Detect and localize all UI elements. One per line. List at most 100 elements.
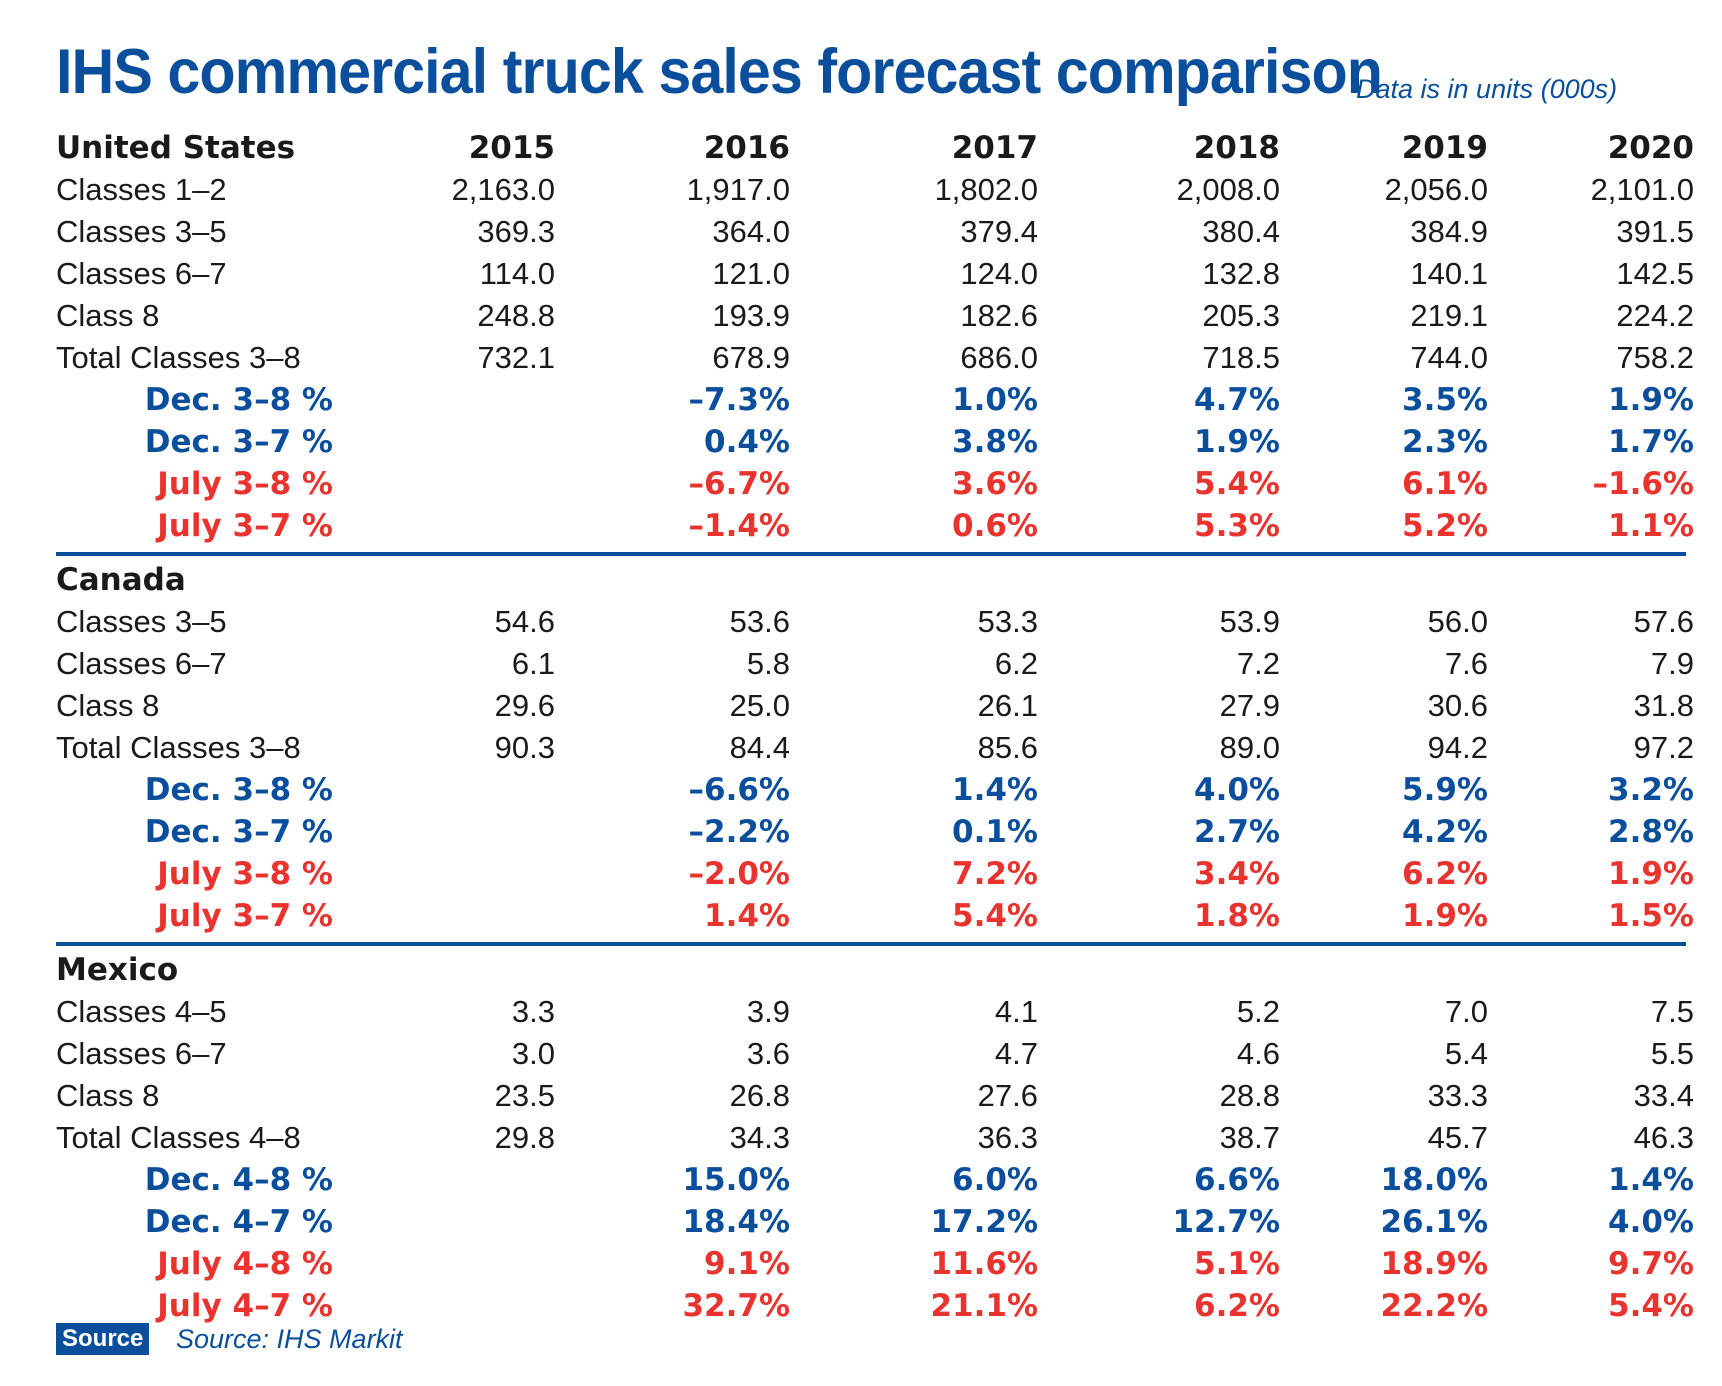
- value-cell: 36.3: [977, 1120, 1038, 1155]
- section-divider: [56, 552, 1686, 556]
- value-cell: 142.5: [1616, 256, 1694, 291]
- percent-cell: 6.0%: [952, 1162, 1038, 1198]
- percent-cell: 11.6%: [930, 1246, 1038, 1282]
- value-cell: 248.8: [477, 298, 555, 333]
- value-cell: 678.9: [712, 340, 790, 375]
- value-cell: 369.3: [477, 214, 555, 249]
- value-cell: 718.5: [1202, 340, 1280, 375]
- value-cell: 193.9: [712, 298, 790, 333]
- percent-cell: 1.5%: [1608, 898, 1694, 934]
- percent-cell: –1.4%: [688, 508, 790, 544]
- value-cell: 3.3: [511, 994, 555, 1029]
- year-header: 2018: [1193, 130, 1280, 166]
- value-cell: 7.6: [1444, 646, 1488, 681]
- value-cell: 5.8: [746, 646, 790, 681]
- value-cell: 7.5: [1650, 994, 1694, 1029]
- row-label: Classes 3–5: [56, 604, 227, 639]
- value-cell: 33.3: [1427, 1078, 1488, 1113]
- percent-cell: 5.4%: [1608, 1288, 1694, 1324]
- section-divider: [56, 942, 1686, 946]
- percent-cell: –6.6%: [688, 772, 790, 808]
- value-cell: 2,056.0: [1384, 172, 1488, 207]
- value-cell: 205.3: [1202, 298, 1280, 333]
- row-label: Total Classes 4–8: [56, 1120, 301, 1155]
- value-cell: 30.6: [1427, 688, 1488, 723]
- source-text: Source: IHS Markit: [176, 1324, 403, 1354]
- percent-cell: 1.4%: [704, 898, 790, 934]
- row-label: Classes 3–5: [56, 214, 227, 249]
- value-cell: 2,101.0: [1590, 172, 1694, 207]
- percent-cell: 6.2%: [1402, 856, 1488, 892]
- value-cell: 94.2: [1427, 730, 1488, 765]
- value-cell: 4.7: [994, 1036, 1038, 1071]
- percent-row-label: Dec. 3–7 %: [144, 424, 333, 460]
- percent-cell: 5.2%: [1402, 508, 1488, 544]
- value-cell: 54.6: [494, 604, 555, 639]
- value-cell: 732.1: [477, 340, 555, 375]
- percent-cell: 5.3%: [1194, 508, 1280, 544]
- year-header: 2015: [468, 130, 555, 166]
- value-cell: 90.3: [494, 730, 555, 765]
- value-cell: 57.6: [1633, 604, 1694, 639]
- value-cell: 758.2: [1616, 340, 1694, 375]
- percent-cell: 18.9%: [1380, 1246, 1488, 1282]
- title-row: IHS commercial truck sales forecast comp…: [56, 30, 1696, 120]
- value-cell: 391.5: [1616, 214, 1694, 249]
- percent-cell: 15.0%: [682, 1162, 790, 1198]
- row-label: Classes 4–5: [56, 994, 227, 1029]
- value-cell: 5.2: [1236, 994, 1280, 1029]
- row-label: Classes 6–7: [56, 1036, 227, 1071]
- value-cell: 182.6: [960, 298, 1038, 333]
- percent-row-label: Dec. 3–8 %: [144, 772, 333, 808]
- percent-cell: 3.5%: [1402, 382, 1488, 418]
- percent-cell: 5.9%: [1402, 772, 1488, 808]
- percent-cell: 4.0%: [1194, 772, 1280, 808]
- percent-cell: 2.7%: [1194, 814, 1280, 850]
- percent-cell: 9.1%: [704, 1246, 790, 1282]
- value-cell: 364.0: [712, 214, 790, 249]
- value-cell: 380.4: [1202, 214, 1280, 249]
- percent-row-label: July 3–7 %: [157, 508, 333, 544]
- value-cell: 34.3: [729, 1120, 790, 1155]
- value-cell: 29.8: [494, 1120, 555, 1155]
- percent-cell: 1.0%: [952, 382, 1038, 418]
- percent-cell: 3.2%: [1608, 772, 1694, 808]
- percent-cell: 0.1%: [952, 814, 1038, 850]
- value-cell: 7.2: [1236, 646, 1280, 681]
- row-label: Total Classes 3–8: [56, 730, 301, 765]
- year-header: 2019: [1401, 130, 1488, 166]
- row-label: Total Classes 3–8: [56, 340, 301, 375]
- value-cell: 53.3: [977, 604, 1038, 639]
- value-cell: 384.9: [1410, 214, 1488, 249]
- percent-row-label: Dec. 4–7 %: [144, 1204, 333, 1240]
- value-cell: 1,917.0: [686, 172, 790, 207]
- percent-cell: 18.0%: [1380, 1162, 1488, 1198]
- source-badge: Source: [56, 1323, 150, 1355]
- value-cell: 56.0: [1427, 604, 1488, 639]
- row-label: Classes 6–7: [56, 256, 227, 291]
- percent-cell: 26.1%: [1380, 1204, 1488, 1240]
- value-cell: 53.9: [1219, 604, 1280, 639]
- percent-cell: 5.4%: [1194, 466, 1280, 502]
- percent-cell: 9.7%: [1608, 1246, 1694, 1282]
- percent-cell: 0.4%: [704, 424, 790, 460]
- value-cell: 26.1: [977, 688, 1038, 723]
- value-cell: 27.9: [1219, 688, 1280, 723]
- value-cell: 85.6: [977, 730, 1038, 765]
- percent-cell: 5.4%: [952, 898, 1038, 934]
- value-cell: 45.7: [1427, 1120, 1488, 1155]
- value-cell: 29.6: [494, 688, 555, 723]
- value-cell: 114.0: [479, 256, 555, 291]
- year-header: 2020: [1607, 130, 1694, 166]
- value-cell: 7.0: [1444, 994, 1488, 1029]
- percent-cell: 1.4%: [1608, 1162, 1694, 1198]
- percent-row-label: July 3–7 %: [157, 898, 333, 934]
- value-cell: 33.4: [1633, 1078, 1694, 1113]
- row-label: Class 8: [56, 1078, 160, 1113]
- percent-cell: 22.2%: [1380, 1288, 1488, 1324]
- percent-cell: –1.6%: [1592, 466, 1694, 502]
- value-cell: 5.4: [1444, 1036, 1488, 1071]
- value-cell: 2,008.0: [1176, 172, 1280, 207]
- value-cell: 4.6: [1236, 1036, 1280, 1071]
